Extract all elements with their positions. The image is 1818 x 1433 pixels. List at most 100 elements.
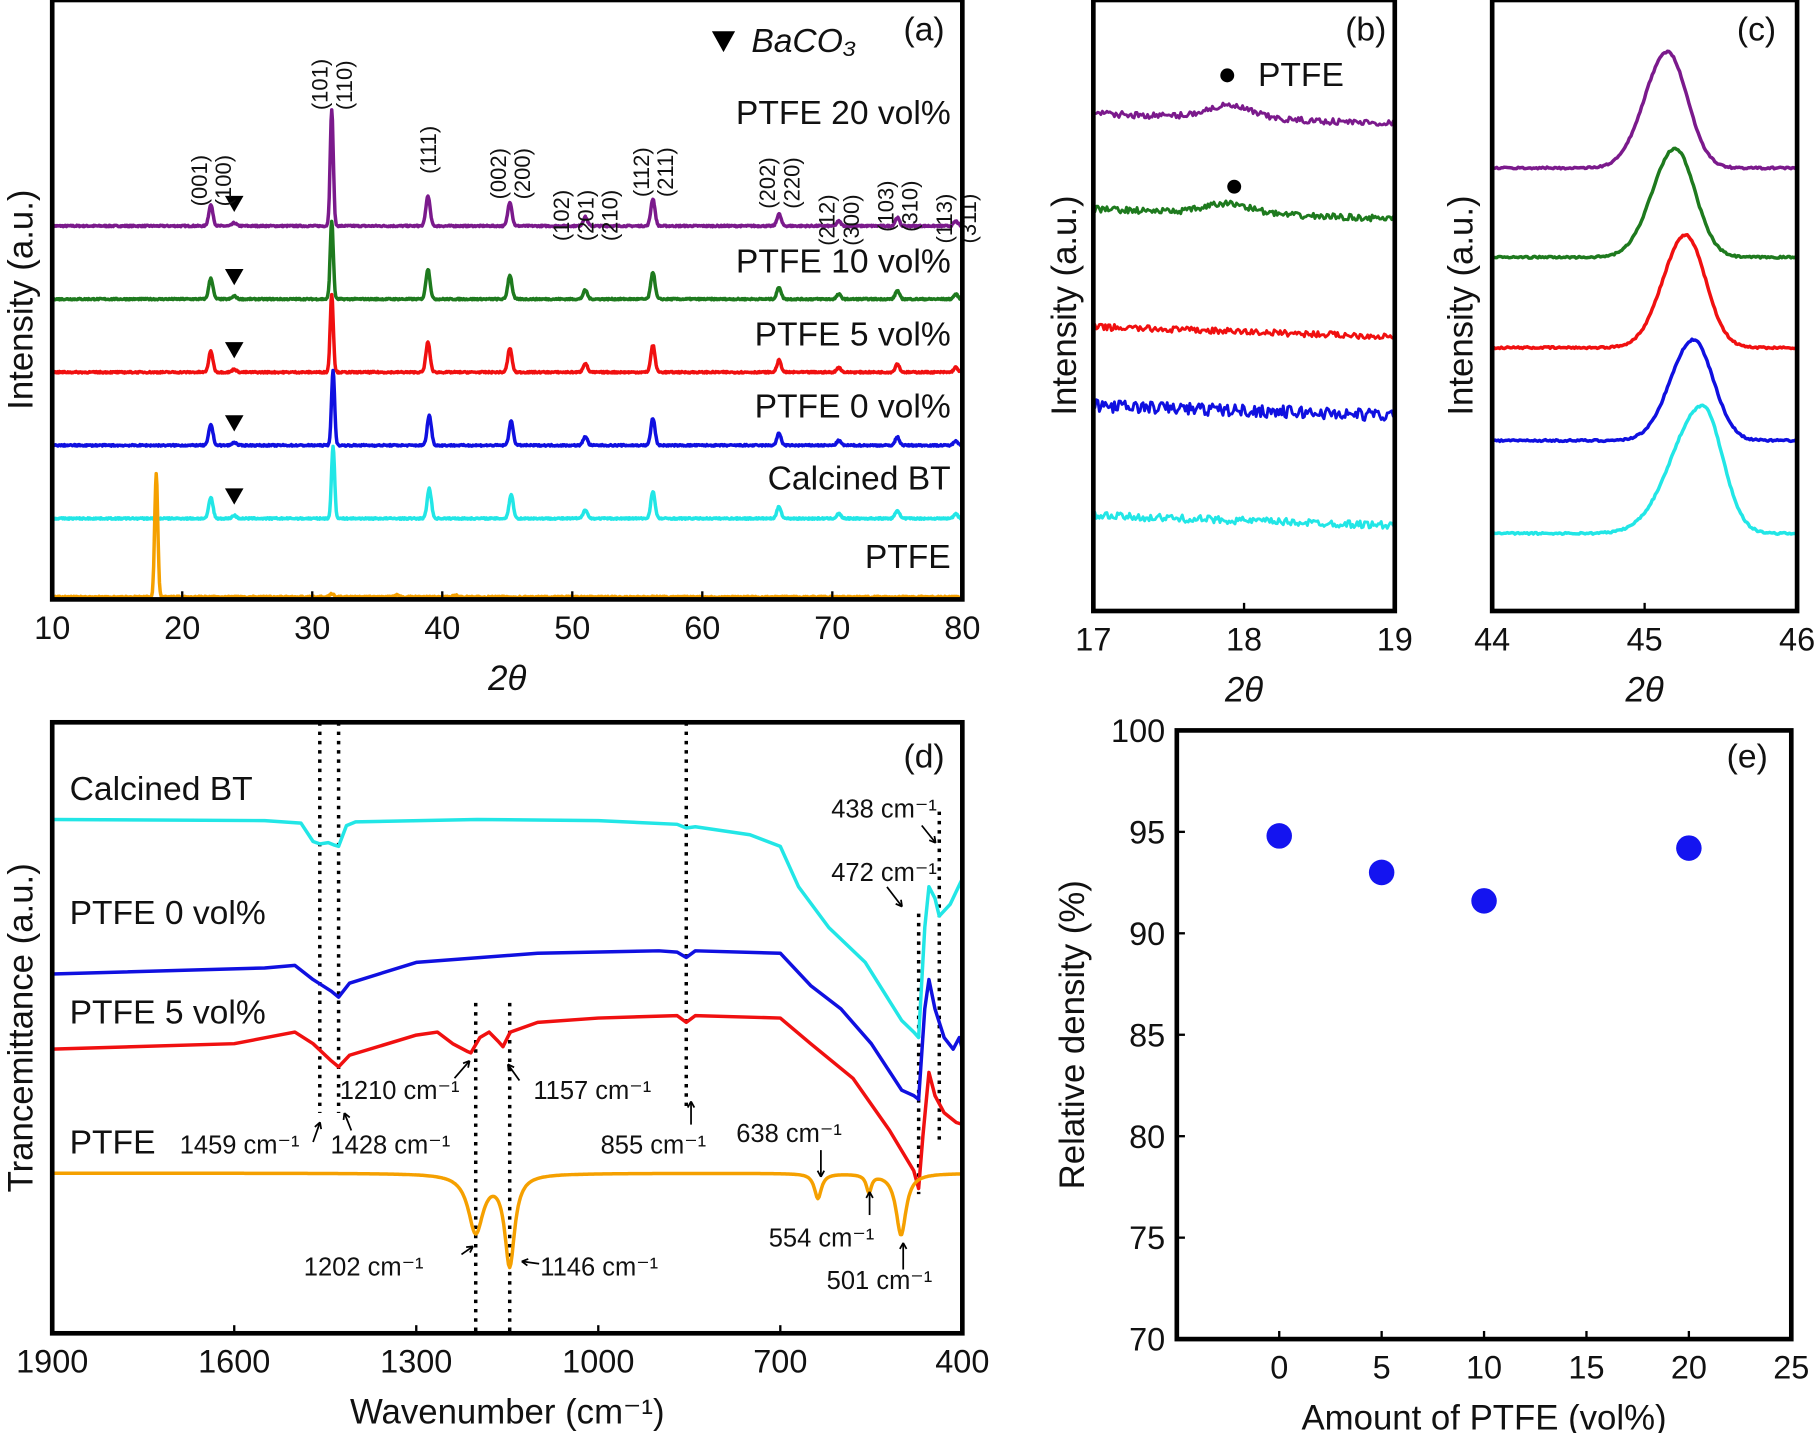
panel-label: (c) xyxy=(1737,12,1776,49)
ptfe-marker-icon xyxy=(1227,179,1242,194)
annotation-arrow-icon xyxy=(343,1112,353,1131)
xrd-zoom-series-line xyxy=(1491,337,1798,444)
peak-annotation: 1459 cm⁻¹ xyxy=(180,1132,300,1160)
x-tick-label: 44 xyxy=(1474,621,1510,657)
xrd-zoom-series-line xyxy=(1092,322,1397,340)
arrowhead-icon xyxy=(466,1245,474,1253)
baco3-marker-icon xyxy=(224,415,244,432)
y-tick-label: 70 xyxy=(1129,1322,1165,1358)
y-axis-label: Relative density (%) xyxy=(1054,880,1092,1189)
panel-d-ftir: Calcined BT PTFE 0 vol% PTFE 5 vol% PTFE 438… xyxy=(3,719,989,1432)
xrd-zoom-series-line xyxy=(1092,398,1397,422)
arrowhead-icon xyxy=(865,1191,874,1199)
panel-label: (b) xyxy=(1345,12,1386,49)
annotation-arrow-icon xyxy=(312,1121,321,1143)
series-label: PTFE 10 vol% xyxy=(736,243,951,280)
xrd-series-line xyxy=(50,368,964,448)
x-axis-label: 2θ xyxy=(1224,671,1263,709)
peak-annotation: 1202 cm⁻¹ xyxy=(304,1253,424,1281)
x-tick-label: 10 xyxy=(1466,1350,1502,1386)
xrd-zoom-series-line xyxy=(1491,146,1798,260)
xrd-series-line xyxy=(50,108,964,229)
miller-index-label: (211) xyxy=(653,147,678,197)
x-tick-label: 10 xyxy=(34,610,70,646)
annotation-arrow-icon xyxy=(886,886,903,908)
xrd-zoom-series-line xyxy=(1091,199,1396,223)
series-label: PTFE 5 vol% xyxy=(70,995,266,1032)
arrowhead-icon xyxy=(342,1112,351,1121)
peak-annotation: 1210 cm⁻¹ xyxy=(340,1077,460,1105)
arrowhead-icon xyxy=(928,835,937,844)
ftir-series-line xyxy=(52,949,965,1102)
panel-label: (d) xyxy=(904,739,945,776)
annotation-arrow-icon xyxy=(921,824,937,844)
x-tick-label: 45 xyxy=(1627,621,1663,657)
xrd-series-line xyxy=(51,219,964,302)
miller-index-label: (110) xyxy=(332,60,357,110)
miller-index-label: (212) xyxy=(815,194,840,245)
x-tick-label: 400 xyxy=(935,1344,989,1380)
x-tick-label: 1600 xyxy=(198,1344,270,1380)
arrowhead-icon xyxy=(506,1063,515,1072)
xrd-zoom-series-line xyxy=(1092,101,1397,127)
miller-index-label: (113) xyxy=(932,194,957,244)
arrowhead-icon xyxy=(816,1170,825,1178)
x-axis-label: 2θ xyxy=(1625,671,1664,709)
ftir-series-line xyxy=(52,817,964,1040)
miller-index-label: (102) xyxy=(549,190,574,241)
x-tick-label: 18 xyxy=(1226,621,1262,657)
x-tick-label: 0 xyxy=(1270,1350,1288,1386)
xrd-series-line xyxy=(51,292,964,375)
y-axis-label: Trancemittance (a.u.) xyxy=(3,863,41,1192)
panel-c-xrd-zoom: 44 45 46 2θ Intensity (a.u.) (c) xyxy=(1442,0,1815,709)
xrd-zoom-series-line xyxy=(1491,403,1799,536)
peak-annotation: 638 cm⁻¹ xyxy=(736,1120,842,1148)
miller-index-label: (100) xyxy=(211,155,236,206)
y-tick-label: 80 xyxy=(1129,1119,1165,1155)
peak-annotation: 472 cm⁻¹ xyxy=(831,859,937,887)
miller-index-label: (310) xyxy=(898,180,923,231)
x-tick-label: 700 xyxy=(753,1344,807,1380)
y-tick-label: 90 xyxy=(1129,916,1165,952)
x-tick-label: 30 xyxy=(294,610,330,646)
peak-annotation: 1146 cm⁻¹ xyxy=(540,1253,658,1281)
peak-annotation: 1428 cm⁻¹ xyxy=(330,1132,450,1160)
series-label: Calcined BT xyxy=(768,460,951,497)
axes-frame xyxy=(49,719,965,1336)
density-data-point xyxy=(1368,859,1395,886)
miller-index-label: (103) xyxy=(873,180,898,231)
x-tick-label: 80 xyxy=(944,610,980,646)
y-axis-label: Intensity (a.u.) xyxy=(3,190,41,410)
x-axis-label: 2θ xyxy=(487,660,526,698)
arrowhead-icon xyxy=(895,899,903,908)
y-tick-label: 95 xyxy=(1129,814,1165,850)
annotation-arrow-icon xyxy=(460,1245,474,1256)
baco3-marker-icon xyxy=(224,488,244,505)
ptfe-annotation: PTFE xyxy=(1258,57,1344,94)
miller-index-label: (210) xyxy=(598,190,623,241)
xrd-zoom-series-line xyxy=(1491,49,1799,171)
y-tick-label: 85 xyxy=(1129,1017,1165,1053)
baco3-legend-marker-icon xyxy=(711,31,736,53)
panel-label: (e) xyxy=(1727,739,1768,776)
x-tick-label: 40 xyxy=(424,610,460,646)
x-tick-label: 20 xyxy=(1671,1350,1707,1386)
series-label: PTFE 0 vol% xyxy=(755,388,951,425)
ftir-series-line xyxy=(51,1171,963,1270)
panel-e-density: 0 5 10 15 20 25 70 75 80 85 90 95 100 Amount of PTFE … xyxy=(1054,713,1809,1433)
series-label: PTFE xyxy=(865,539,951,576)
density-data-point xyxy=(1471,888,1497,914)
series-label: Calcined BT xyxy=(70,771,253,808)
miller-index-label: (002) xyxy=(486,148,511,199)
x-tick-label: 19 xyxy=(1377,621,1413,657)
miller-index-label: (300) xyxy=(839,194,864,245)
arrowhead-icon xyxy=(462,1060,471,1068)
arrowhead-icon xyxy=(899,1242,908,1250)
axes-frame xyxy=(1174,728,1794,1342)
miller-index-label: (112) xyxy=(629,147,654,197)
arrowhead-icon xyxy=(686,1100,696,1108)
miller-index-label: (111) xyxy=(416,126,441,174)
density-data-point xyxy=(1266,823,1292,849)
miller-index-label: (220) xyxy=(779,157,804,208)
